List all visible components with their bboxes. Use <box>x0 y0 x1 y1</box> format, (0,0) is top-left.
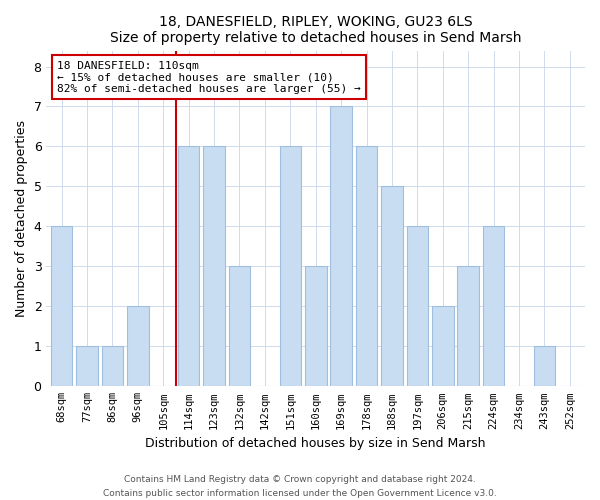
Bar <box>305 266 326 386</box>
Bar <box>533 346 555 387</box>
Bar <box>483 226 505 386</box>
Bar <box>280 146 301 386</box>
Title: 18, DANESFIELD, RIPLEY, WOKING, GU23 6LS
Size of property relative to detached h: 18, DANESFIELD, RIPLEY, WOKING, GU23 6LS… <box>110 15 521 45</box>
X-axis label: Distribution of detached houses by size in Send Marsh: Distribution of detached houses by size … <box>145 437 486 450</box>
Bar <box>101 346 123 387</box>
Bar <box>127 306 149 386</box>
Bar <box>381 186 403 386</box>
Bar <box>51 226 73 386</box>
Bar <box>76 346 98 387</box>
Text: Contains HM Land Registry data © Crown copyright and database right 2024.
Contai: Contains HM Land Registry data © Crown c… <box>103 476 497 498</box>
Bar <box>407 226 428 386</box>
Bar <box>229 266 250 386</box>
Bar <box>331 106 352 386</box>
Bar <box>457 266 479 386</box>
Bar <box>178 146 199 386</box>
Bar <box>432 306 454 386</box>
Text: 18 DANESFIELD: 110sqm
← 15% of detached houses are smaller (10)
82% of semi-deta: 18 DANESFIELD: 110sqm ← 15% of detached … <box>57 60 361 94</box>
Bar <box>203 146 225 386</box>
Y-axis label: Number of detached properties: Number of detached properties <box>15 120 28 317</box>
Bar <box>356 146 377 386</box>
